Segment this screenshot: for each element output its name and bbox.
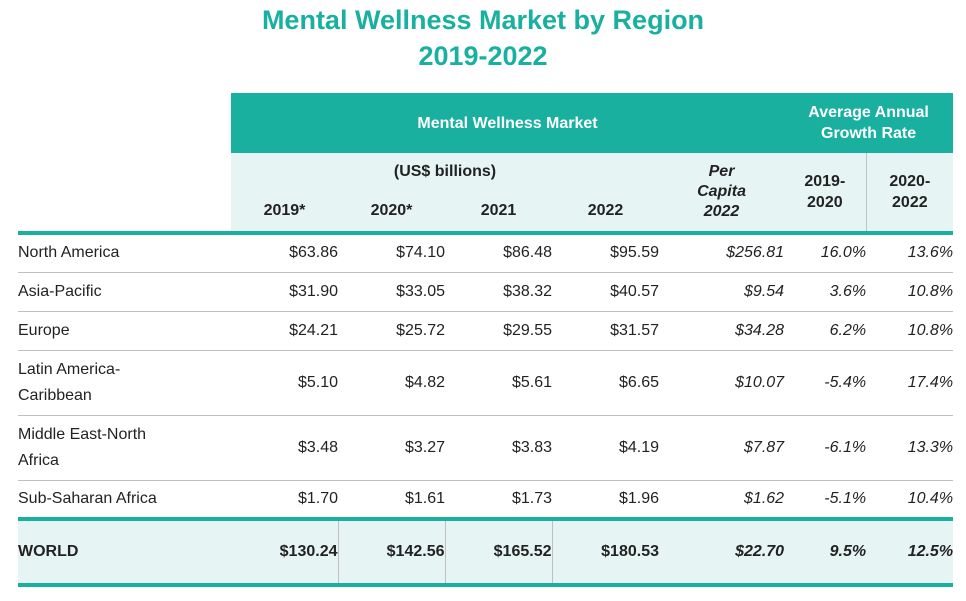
- value-2019: $3.48: [231, 415, 338, 481]
- header-growth-2019-2020: 2019- 2020: [784, 153, 867, 233]
- value-2019: $63.86: [231, 231, 338, 273]
- region-line1: Middle East-North: [18, 425, 147, 443]
- growth-2020-2022: 10.8%: [866, 311, 954, 351]
- header-growth-b-line2: 2022: [892, 194, 928, 211]
- market-table: Mental Wellness Market Average Annual Gr…: [18, 93, 954, 587]
- value-2021: $3.83: [445, 415, 552, 481]
- header-growth-a-line1: 2019-: [804, 173, 846, 190]
- per-capita-value: $256.81: [659, 231, 785, 273]
- world-growth-2019-2020: 9.5%: [784, 519, 867, 587]
- header-empty-corner: [18, 93, 231, 233]
- header-per-capita-line1: Per: [708, 163, 735, 180]
- header-growth-a-line2: 2020: [807, 194, 843, 211]
- region-name: Latin America- Caribbean: [18, 350, 231, 416]
- growth-2020-2022: 10.8%: [866, 272, 954, 312]
- header-per-capita-line3: 2022: [703, 203, 740, 220]
- growth-2019-2020: -6.1%: [784, 415, 867, 481]
- value-2021: $5.61: [445, 350, 552, 416]
- world-value-2019: $130.24: [231, 519, 339, 587]
- table-row: North America $63.86 $74.10 $86.48 $95.5…: [18, 231, 954, 273]
- growth-2019-2020: -5.1%: [784, 480, 867, 521]
- per-capita-value: $1.62: [659, 480, 785, 521]
- region-line1: Europe: [18, 321, 70, 339]
- growth-2019-2020: 6.2%: [784, 311, 867, 351]
- value-2022: $6.65: [552, 350, 659, 416]
- region-line2: Africa: [18, 451, 59, 469]
- value-2020: $4.82: [338, 350, 445, 416]
- region-line1: Sub-Saharan Africa: [18, 489, 157, 507]
- per-capita-value: $9.54: [659, 272, 785, 312]
- value-2022: $1.96: [552, 480, 659, 521]
- table-row: Middle East-North Africa $3.48 $3.27 $3.8…: [18, 415, 954, 481]
- growth-2020-2022: 13.3%: [866, 415, 954, 481]
- world-value-2020: $142.56: [338, 519, 446, 587]
- growth-2019-2020: 3.6%: [784, 272, 867, 312]
- header-row-groups: Mental Wellness Market Average Annual Gr…: [18, 93, 954, 153]
- value-2020: $1.61: [338, 480, 445, 521]
- table-row: Sub-Saharan Africa $1.70 $1.61 $1.73 $1.…: [18, 480, 954, 521]
- header-per-capita: Per Capita 2022: [659, 153, 785, 233]
- region-line1: North America: [18, 244, 120, 262]
- region-name: North America: [18, 231, 231, 273]
- value-2022: $40.57: [552, 272, 659, 312]
- value-2022: $31.57: [552, 311, 659, 351]
- growth-2020-2022: 10.4%: [866, 480, 954, 521]
- region-line1: Asia-Pacific: [18, 282, 102, 300]
- value-2019: $24.21: [231, 311, 338, 351]
- header-growth-b-line1: 2020-: [889, 173, 931, 190]
- value-2020: $33.05: [338, 272, 445, 312]
- table-row: Asia-Pacific $31.90 $33.05 $38.32 $40.57…: [18, 272, 954, 312]
- region-name: Sub-Saharan Africa: [18, 480, 231, 521]
- value-2020: $3.27: [338, 415, 445, 481]
- value-2019: $5.10: [231, 350, 338, 416]
- value-2021: $38.32: [445, 272, 552, 312]
- region-line1: Latin America-: [18, 360, 121, 378]
- header-market-group: Mental Wellness Market: [231, 93, 785, 153]
- header-year-2019: 2019*: [231, 191, 338, 233]
- region-line2: Caribbean: [18, 386, 92, 404]
- header-growth-group: Average Annual Growth Rate: [784, 93, 954, 153]
- growth-2019-2020: -5.4%: [784, 350, 867, 416]
- value-2021: $86.48: [445, 231, 552, 273]
- value-2021: $29.55: [445, 311, 552, 351]
- growth-2020-2022: 13.6%: [866, 231, 954, 273]
- world-per-capita: $22.70: [659, 519, 785, 587]
- header-growth-line2: Growth Rate: [821, 125, 917, 142]
- region-name: Europe: [18, 311, 231, 351]
- world-value-2022: $180.53: [552, 519, 659, 587]
- value-2022: $4.19: [552, 415, 659, 481]
- growth-2020-2022: 17.4%: [866, 350, 954, 416]
- world-value-2021: $165.52: [445, 519, 553, 587]
- page-title: Mental Wellness Market by Region: [261, 5, 705, 35]
- world-total-row: WORLD $130.24 $142.56 $165.52 $180.53 $2…: [18, 519, 954, 587]
- value-2021: $1.73: [445, 480, 552, 521]
- header-year-2020: 2020*: [338, 191, 445, 233]
- table-row: Latin America- Caribbean $5.10 $4.82 $5.6…: [18, 350, 954, 416]
- value-2020: $25.72: [338, 311, 445, 351]
- header-year-2021: 2021: [445, 191, 552, 233]
- header-year-2022: 2022: [552, 191, 659, 233]
- page-subtitle-years: 2019-2022: [418, 41, 548, 71]
- header-units: (US$ billions): [231, 153, 659, 191]
- table-row: Europe $24.21 $25.72 $29.55 $31.57 $34.2…: [18, 311, 954, 351]
- world-label: WORLD: [18, 519, 231, 587]
- header-per-capita-line2: Capita: [697, 183, 746, 200]
- world-growth-2020-2022: 12.5%: [866, 519, 954, 587]
- region-name: Middle East-North Africa: [18, 415, 231, 481]
- value-2022: $95.59: [552, 231, 659, 273]
- value-2019: $1.70: [231, 480, 338, 521]
- region-name: Asia-Pacific: [18, 272, 231, 312]
- value-2020: $74.10: [338, 231, 445, 273]
- value-2019: $31.90: [231, 272, 338, 312]
- header-row-years: 2019* 2020* 2021 2022: [18, 191, 953, 233]
- header-growth-2020-2022: 2020- 2022: [866, 153, 954, 233]
- header-growth-line1: Average Annual: [808, 104, 929, 121]
- per-capita-value: $10.07: [659, 350, 785, 416]
- per-capita-value: $7.87: [659, 415, 785, 481]
- per-capita-value: $34.28: [659, 311, 785, 351]
- header-row-units: (US$ billions) Per Capita 2022 2019- 202…: [18, 153, 954, 233]
- growth-2019-2020: 16.0%: [784, 231, 867, 273]
